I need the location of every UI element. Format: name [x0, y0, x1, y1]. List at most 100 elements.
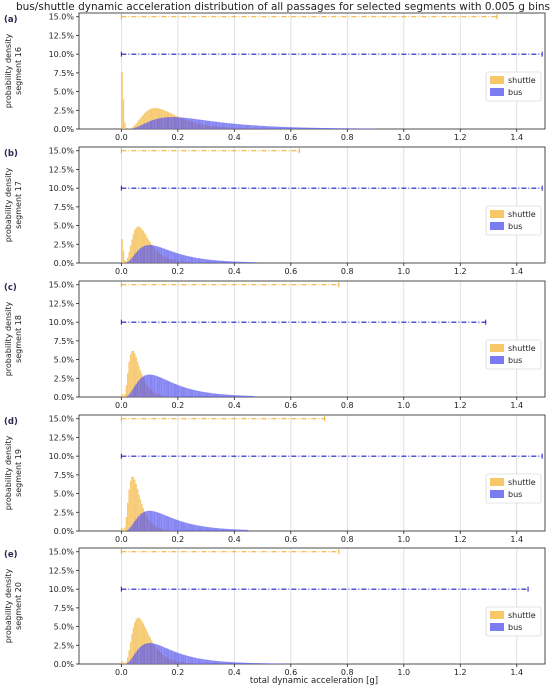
shuttle-bar — [125, 661, 128, 664]
bus-bar — [228, 394, 231, 397]
legend-label-bus: bus — [508, 623, 522, 632]
bus-bar — [241, 261, 243, 263]
bus-bar — [149, 374, 152, 397]
bus-bar — [211, 259, 214, 263]
bus-bar — [248, 662, 250, 664]
bus-bar — [155, 245, 157, 263]
y-tick-label: 2.5% — [54, 106, 75, 115]
bus-bar — [136, 126, 139, 129]
bus-bar — [231, 662, 233, 664]
bus-bar — [163, 647, 166, 664]
bus-bar — [129, 392, 132, 397]
bus-bar — [191, 118, 194, 129]
legend-swatch-shuttle — [490, 344, 504, 352]
bus-bar — [204, 120, 207, 129]
bus-bar — [234, 662, 236, 664]
bus-bar — [201, 659, 204, 664]
bus-histogram — [129, 117, 376, 129]
bus-bar — [162, 117, 164, 129]
bus-bar — [135, 127, 137, 129]
legend-swatch-bus — [490, 623, 504, 631]
bus-bar — [285, 127, 287, 129]
chart-panel-4: (d) 0.0% 2.5% 5.0% 7.5% 10.0% 12.5% 15.0% 0.0 0.2… — [4, 414, 546, 544]
panel-label: (e) — [4, 550, 18, 560]
bus-bar — [149, 643, 152, 664]
bus-bar — [172, 518, 174, 531]
bus-bar — [200, 258, 202, 263]
bus-bar — [173, 518, 176, 531]
bus-bar — [160, 247, 163, 263]
bus-bar — [215, 393, 218, 397]
bus-bar — [249, 395, 252, 397]
bus-bar — [249, 125, 252, 129]
bus-bar — [186, 255, 188, 263]
bus-bar — [158, 645, 160, 664]
x-tick-label: 1.0 — [397, 401, 410, 410]
bus-bar — [155, 644, 157, 664]
bus-bar — [160, 646, 163, 664]
bus-bar — [197, 390, 200, 397]
bus-bar — [239, 529, 242, 531]
x-tick-label: 1.2 — [454, 401, 467, 410]
bus-bar — [134, 127, 136, 129]
bus-bar — [352, 128, 355, 129]
x-tick-label: 1.2 — [454, 133, 467, 142]
bus-bar — [223, 260, 225, 263]
bus-bar — [141, 645, 143, 664]
bus-bar — [158, 512, 160, 531]
y-axis-label: segment 20 — [14, 582, 23, 630]
bus-bar — [200, 391, 202, 397]
bus-bar — [234, 123, 236, 129]
y-tick-label: 10.0% — [49, 318, 75, 327]
bus-bar — [197, 658, 200, 664]
x-tick-label: 0.4 — [228, 133, 241, 142]
x-tick-label: 0.6 — [284, 535, 297, 544]
x-tick-label: 0.0 — [115, 267, 128, 276]
bus-bar — [217, 661, 219, 664]
bus-bar — [268, 663, 270, 664]
x-tick-label: 1.4 — [510, 133, 523, 142]
bus-bar — [149, 245, 152, 263]
bus-bar — [186, 522, 188, 531]
legend-label-bus: bus — [508, 356, 522, 365]
bus-bar — [193, 257, 195, 263]
bus-bar — [191, 657, 194, 664]
bus-bar — [237, 662, 239, 664]
bus-bar — [355, 128, 358, 129]
bus-bar — [177, 385, 180, 397]
bus-bar — [143, 644, 146, 664]
shuttle-bar — [124, 260, 126, 263]
bus-bar — [237, 124, 239, 129]
bus-bar — [156, 644, 159, 664]
bus-bar — [336, 128, 338, 129]
bus-bar — [224, 661, 226, 664]
bus-bar — [208, 660, 211, 664]
bus-bar — [199, 258, 201, 263]
shuttle-bar — [124, 393, 126, 397]
bus-bar — [239, 124, 242, 129]
bus-bar — [206, 526, 208, 531]
bus-bar — [220, 661, 222, 664]
y-tick-label: 0.0% — [54, 259, 75, 268]
bus-bar — [193, 657, 195, 664]
bus-bar — [180, 386, 183, 397]
bus-bar — [235, 529, 238, 531]
bus-bar — [235, 395, 238, 397]
y-axis-label: segment 16 — [14, 47, 23, 95]
bus-bar — [228, 661, 231, 664]
bus-bar — [149, 510, 152, 531]
bus-bar — [131, 390, 133, 397]
bus-bar — [136, 250, 139, 263]
shuttle-bar — [132, 126, 135, 129]
bus-bar — [176, 652, 178, 664]
bus-bar — [146, 643, 149, 664]
x-tick-label: 0.4 — [228, 668, 241, 677]
bus-bar — [255, 125, 257, 129]
shuttle-bar — [132, 350, 135, 397]
bus-bar — [190, 389, 192, 397]
bus-bar — [333, 128, 335, 129]
bus-bar — [127, 662, 129, 664]
bus-bar — [251, 663, 253, 664]
bus-bar — [228, 529, 231, 531]
